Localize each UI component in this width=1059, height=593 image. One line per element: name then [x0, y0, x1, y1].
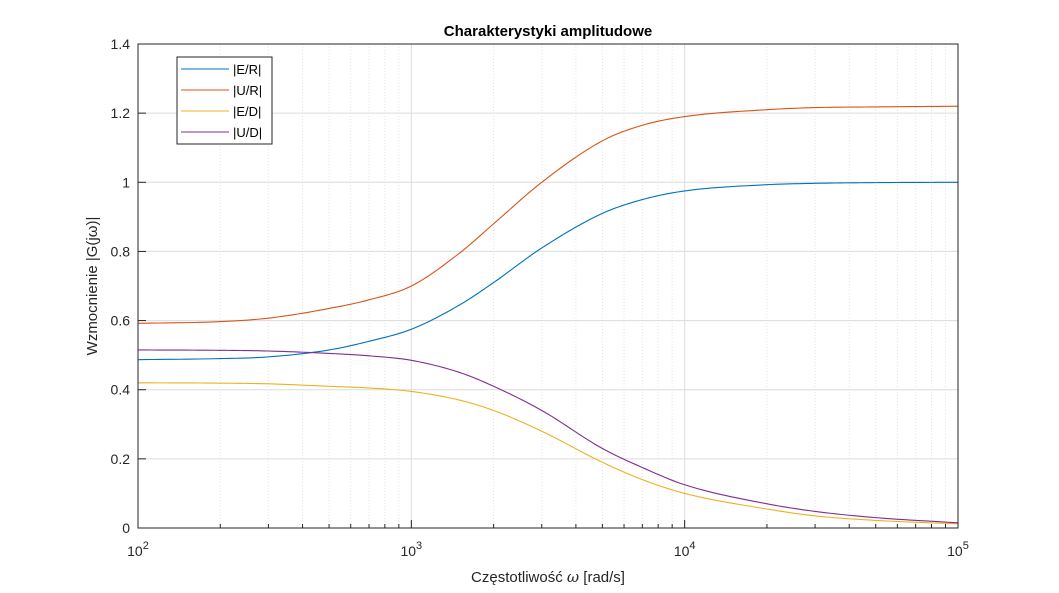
y-tick-label: 1.2 [111, 105, 131, 121]
x-tick-label: 105 [947, 540, 969, 559]
y-tick-label: 0.6 [111, 313, 131, 329]
y-tick-label: 0.2 [111, 451, 131, 467]
legend-box [176, 56, 273, 145]
series-line-1 [137, 181, 959, 361]
y-tick-label: 0 [122, 520, 130, 536]
x-tick-label: 102 [127, 540, 149, 559]
chart-title: Charakterystyki amplitudowe [444, 23, 652, 40]
y-tick-label: 1.4 [111, 36, 131, 52]
y-tick-label: 0.4 [111, 382, 131, 398]
legend-label: |U/R| [233, 83, 262, 98]
series-line-3 [137, 382, 959, 525]
legend-label: |U/D| [233, 125, 262, 140]
series-line-2 [137, 105, 959, 324]
ticks: 102 103 104 105 0 0.2 0.4 0.6 0.8 1 1.2 1.4 [111, 36, 969, 559]
plot-frame [137, 43, 959, 529]
legend-label: |E/R| [233, 62, 261, 77]
series-layer [137, 105, 959, 525]
y-tick-label: 1 [122, 174, 130, 190]
x-tick-label: 103 [400, 540, 422, 559]
x-axis-label: Częstotliwość ω [rad/s] [471, 568, 625, 586]
x-tick-label: 104 [674, 540, 696, 559]
series-line-4 [137, 349, 959, 524]
legend-label: |E/D| [233, 104, 261, 119]
y-tick-label: 0.8 [111, 243, 131, 259]
legend: |E/R| |U/R| |E/D| |U/D| [176, 56, 273, 145]
y-axis-label: Wzmocnienie |G(jω)| [84, 217, 101, 356]
plot-area [138, 44, 958, 528]
